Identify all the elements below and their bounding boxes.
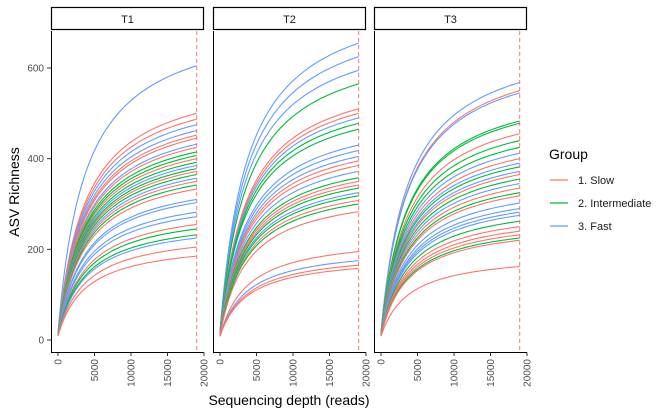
rarefaction-curve [57, 216, 197, 336]
legend-label: 3. Fast [578, 221, 612, 233]
rarefaction-curve [219, 42, 359, 332]
rarefaction-curve [219, 69, 359, 333]
strip-box [373, 6, 528, 31]
x-tick-label: 20000 [362, 359, 373, 387]
x-tick-label: 15000 [486, 359, 497, 387]
x-tick-label: 15000 [163, 359, 174, 387]
rarefaction-curve [380, 92, 520, 333]
x-tick-label: 5000 [90, 359, 101, 382]
legend-label: 1. Slow [578, 175, 614, 187]
curves [219, 42, 359, 337]
rarefaction-curve [380, 122, 520, 334]
strip-label: T3 [444, 14, 457, 26]
rarefaction-curve [219, 203, 359, 336]
legend: Group 1. Slow 2. Intermediate 3. Fast [549, 146, 651, 233]
rarefaction-curve [57, 228, 197, 336]
rarefaction-curve [57, 246, 197, 337]
legend-title: Group [549, 146, 588, 162]
x-axis-title: Sequencing depth (reads) [208, 392, 369, 408]
rarefaction-curve [57, 65, 197, 333]
rarefaction-curve [57, 202, 197, 336]
rarefaction-curve [57, 188, 197, 335]
rarefaction-curve [219, 267, 359, 337]
rarefaction-curve [57, 255, 197, 337]
rarefaction-curve [57, 237, 197, 336]
y-tick-label: 400 [27, 154, 44, 165]
curves [57, 65, 197, 337]
x-tick-label: 5000 [413, 359, 424, 382]
x-tick-label: 0 [54, 359, 65, 365]
panel-t2: T2 0 5000 10000 15000 20000 [212, 6, 373, 387]
x-tick-label: 10000 [127, 359, 138, 387]
curves [380, 81, 520, 337]
strip-label: T2 [283, 14, 296, 26]
y-tick-label: 200 [27, 245, 44, 256]
y-axis-title: ASV Richness [6, 147, 22, 236]
x-tick-label: 5000 [252, 359, 263, 382]
x-tick-label: 0 [216, 359, 227, 365]
rarefaction-curve [380, 239, 520, 336]
legend-label: 2. Intermediate [578, 198, 651, 210]
x-tick-label: 10000 [289, 359, 300, 387]
panel-t1: T1 0 5000 10000 15000 20000 [50, 6, 211, 387]
y-tick-label: 600 [27, 64, 44, 75]
panels-layer: T1 0 5000 10000 15000 20000 T2 0 5000 10000 15000 2… [50, 6, 534, 387]
rarefaction-curve [219, 251, 359, 337]
strip-box [50, 6, 205, 31]
rarefaction-curve [219, 260, 359, 337]
rarefaction-curve [380, 195, 520, 335]
strip-label: T1 [121, 14, 134, 26]
x-tick-label: 0 [377, 359, 388, 365]
x-tick-label: 20000 [200, 359, 211, 387]
rarefaction-curve [219, 83, 359, 333]
rarefaction-curve [380, 266, 520, 337]
strip-box [212, 6, 367, 31]
rarefaction-curve [219, 128, 359, 334]
x-tick-label: 10000 [450, 359, 461, 387]
rarefaction-curve [219, 56, 359, 333]
x-tick-label: 15000 [325, 359, 336, 387]
rarefaction-curve [219, 211, 359, 336]
panel-t3: T3 0 5000 10000 15000 20000 [373, 6, 534, 387]
y-tick-label: 0 [38, 336, 44, 347]
y-axis: 0 200 400 600 [27, 64, 51, 347]
x-tick-label: 20000 [523, 359, 534, 387]
